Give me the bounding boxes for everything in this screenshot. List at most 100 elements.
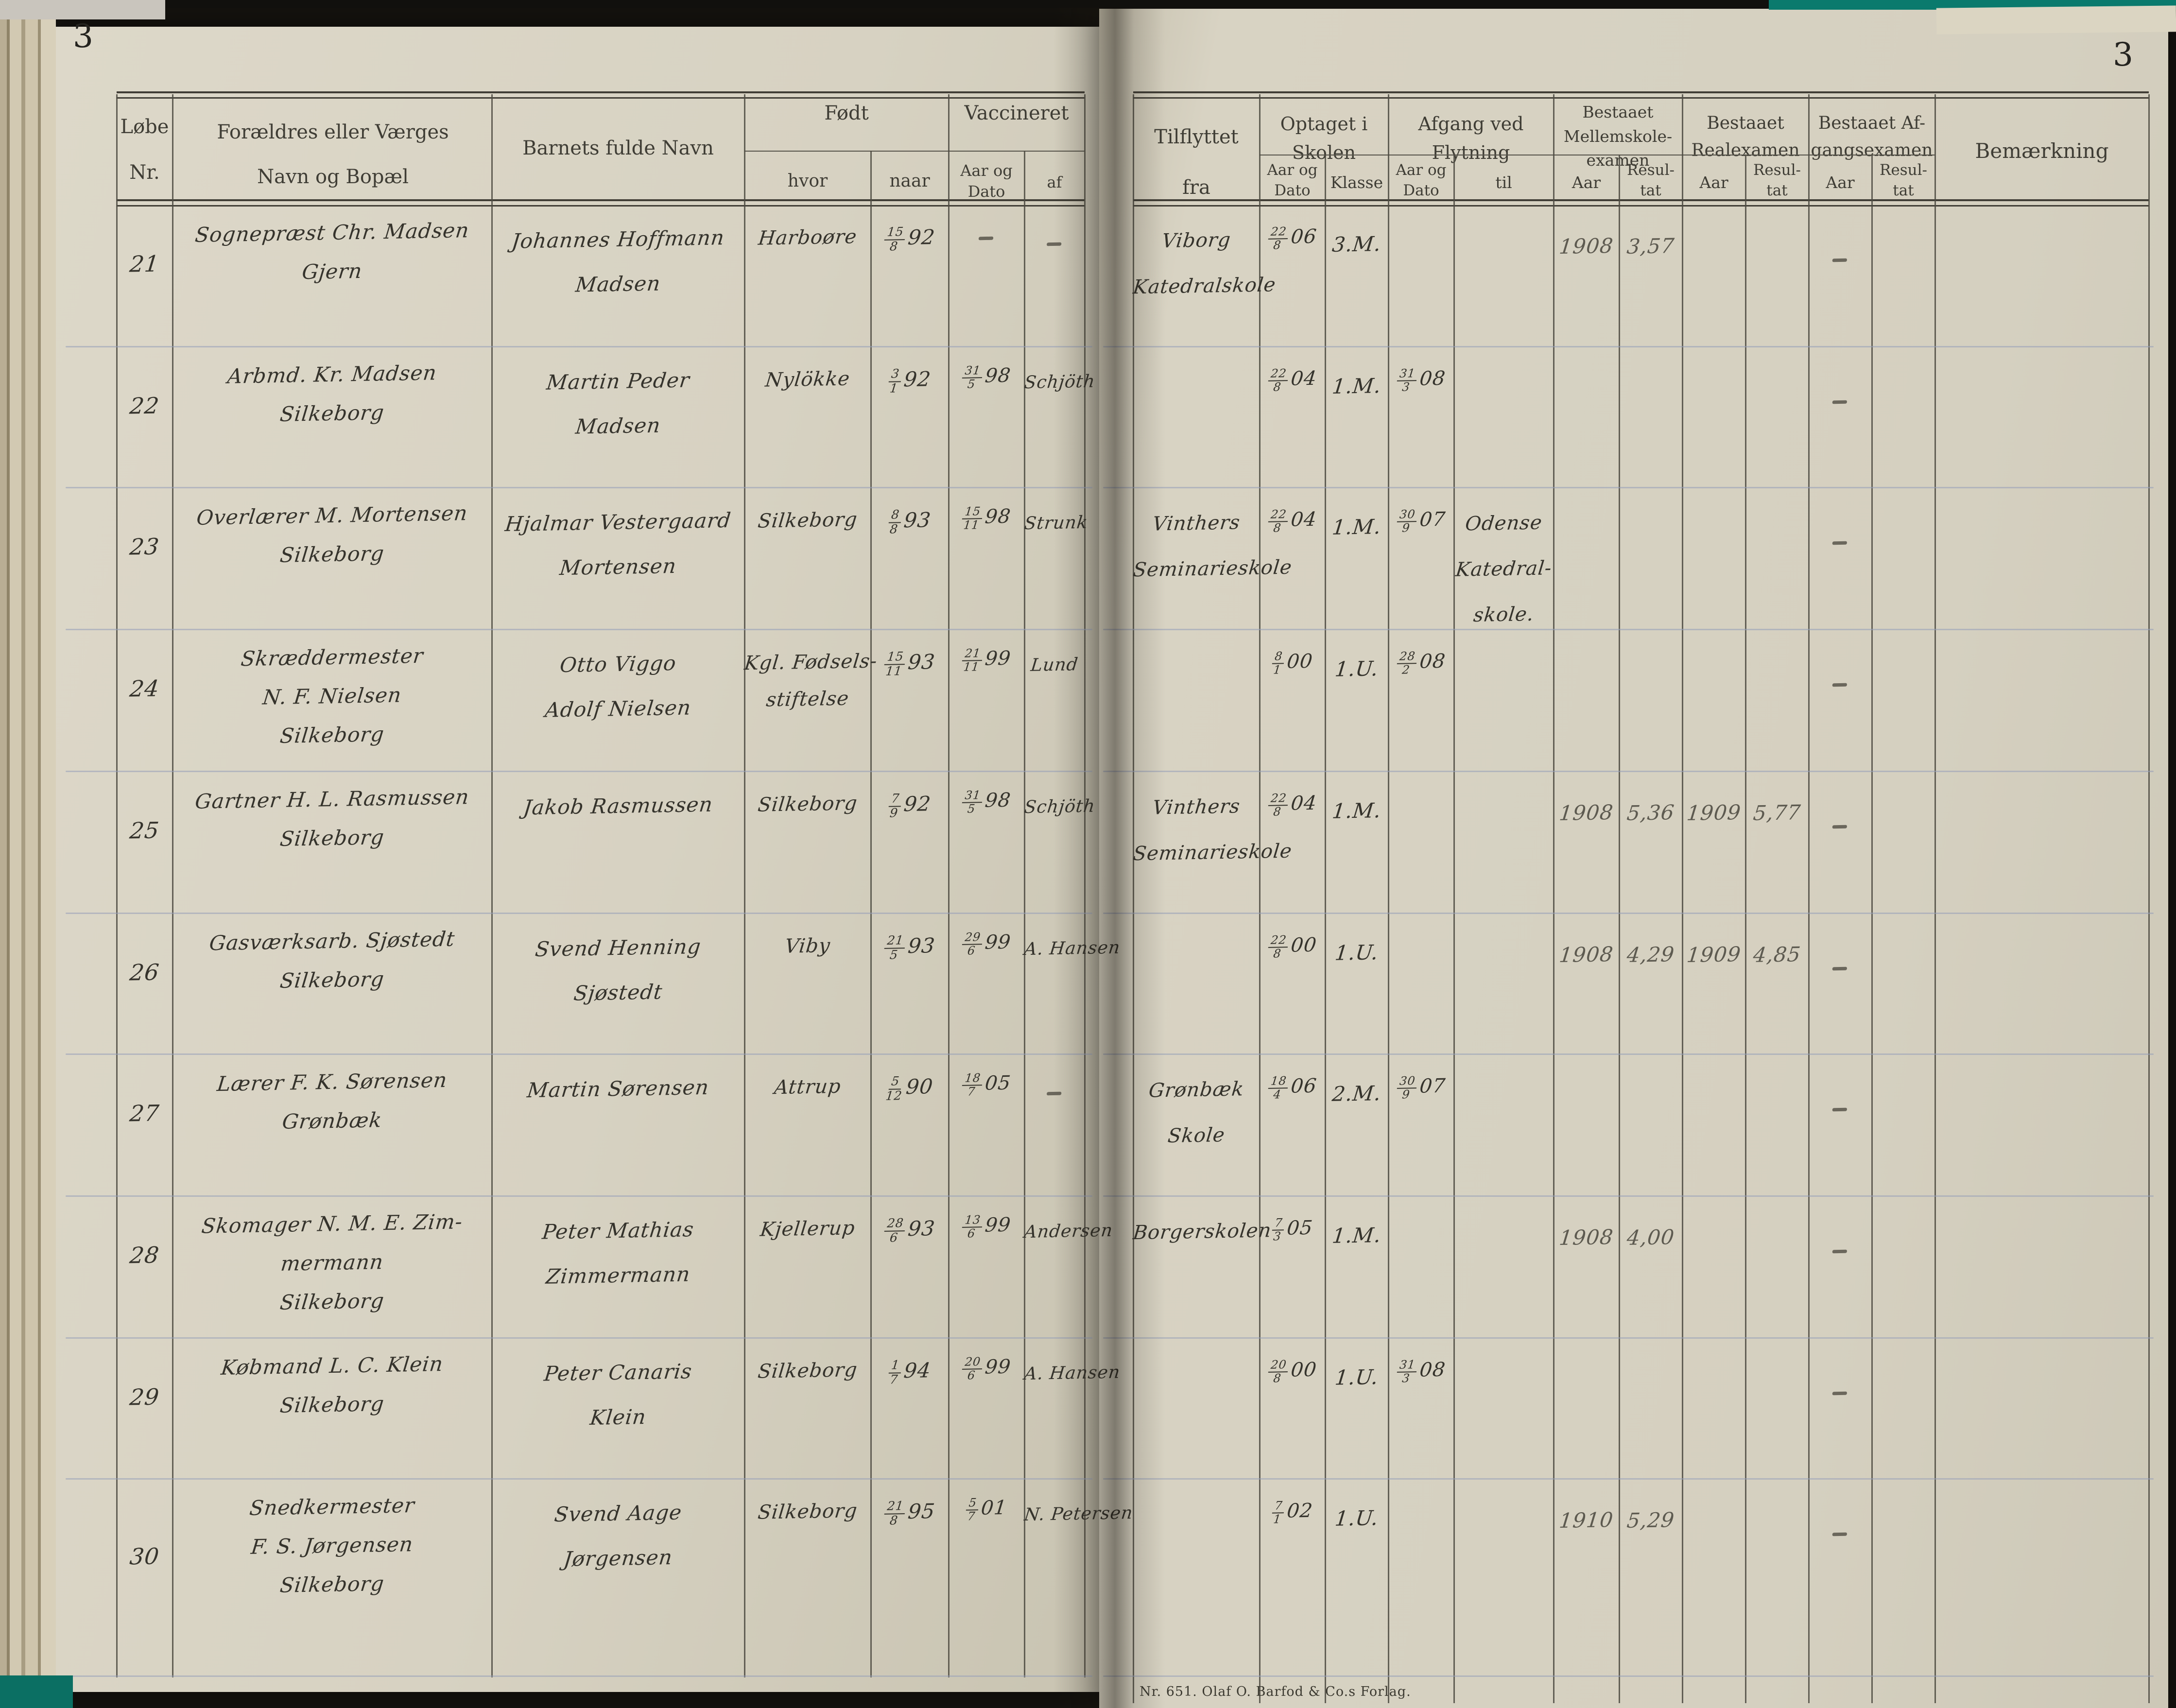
cell-admitted-date: 22 8 04 [1258, 791, 1327, 819]
cell-child-name: Sjøstedt [572, 980, 664, 1005]
cell-born-where: Attrup [773, 1075, 842, 1099]
header-re-result: Resul- tat [1753, 161, 1801, 199]
cell-vacc-date: 31 5 98 [947, 363, 1026, 391]
cell-departure-date: 28 2 08 [1387, 649, 1455, 677]
cell-ms-result: 5,29 [1625, 1508, 1676, 1533]
cell-departure-to: skole. [1472, 603, 1536, 627]
column-line [1871, 155, 1873, 1703]
book-cover-bottom-left [0, 1675, 73, 1708]
cell-born-when: 8 8 93 [888, 507, 933, 536]
cell-born-where: Silkeborg [757, 792, 859, 816]
cell-child-name: Zimmermann [545, 1262, 691, 1289]
dash-mark [1832, 1532, 1848, 1536]
cell-vacc-date: 5 7 01 [966, 1496, 1008, 1523]
cell-admitted-date: 22 8 00 [1258, 933, 1327, 961]
header-born: Født [824, 102, 869, 124]
row-rule [1103, 629, 2154, 630]
cell-admitted-class: 2.M. [1331, 1081, 1382, 1106]
header-born-where: hvor [787, 171, 828, 191]
cell-ms-year: 1908 [1558, 942, 1615, 967]
header-top-rule [117, 91, 1085, 99]
cell-lobe-nr: 28 [128, 1242, 161, 1269]
column-line [1619, 155, 1620, 1703]
header-bottom-rule [117, 199, 1085, 207]
cell-af-year [1807, 1517, 1873, 1541]
cell-born-where: Kjellerup [759, 1217, 856, 1241]
cell-born-where: Kgl. Fødsels- [743, 650, 879, 675]
cell-ms-result: 3,57 [1625, 234, 1676, 259]
cell-born-where: Silkeborg [757, 1359, 859, 1383]
cell-child-name: Otto Viggo [558, 651, 678, 677]
header-admitted-date: Aar og Dato [1267, 161, 1318, 199]
cell-ms-year: 1910 [1558, 1508, 1615, 1533]
printer-imprint: Nr. 651. Olaf O. Barfod & Co.s Forlag. [1140, 1684, 1411, 1699]
cell-born-when: 15 8 92 [869, 224, 950, 254]
top-black-strip [165, 0, 2176, 8]
header-ms-result: Resul- tat [1627, 161, 1675, 199]
header-child-name: Barnets fulde Navn [522, 137, 714, 159]
header-parents: Forældres eller Værges Navn og Bopæl [217, 121, 449, 188]
right-page-number: 3 [2113, 36, 2133, 73]
cell-re-result: 4,85 [1752, 942, 1802, 967]
page-gutter-shadow [1053, 0, 1165, 1708]
cell-ms-result: 5,36 [1625, 800, 1676, 825]
dash-mark [978, 236, 994, 241]
cell-re-year: 1909 [1685, 942, 1743, 967]
cell-ms-year: 1908 [1558, 1225, 1615, 1250]
cell-lobe-nr: 21 [128, 250, 161, 277]
header-born-when: naar [889, 171, 930, 191]
cell-admitted-date: 22 8 04 [1258, 507, 1327, 535]
cell-af-year [1807, 809, 1873, 834]
cell-departure-to: Katedral- [1454, 557, 1553, 581]
column-line [870, 151, 872, 1677]
row-rule [1103, 1053, 2154, 1055]
header-vacc-by: af [1024, 173, 1085, 191]
cell-born-when: 21 8 95 [869, 1499, 950, 1528]
cell-lobe-nr: 29 [128, 1383, 161, 1411]
header-vaccinated: Vaccineret [964, 102, 1069, 124]
column-line [1453, 155, 1455, 1703]
cell-departure-date: 31 3 08 [1387, 1358, 1455, 1385]
column-line [491, 94, 493, 1677]
header-af-year: Aar [1826, 173, 1855, 192]
row-rule [66, 1478, 1092, 1480]
cell-lobe-nr: 27 [128, 1100, 161, 1127]
header-remark: Bemærkning [1975, 139, 2109, 163]
column-line [116, 94, 118, 1677]
row-rule [66, 1195, 1092, 1197]
header-vacc-date: Aar og Dato [960, 161, 1013, 201]
dash-mark [1832, 258, 1848, 262]
cell-admitted-class: 1.U. [1333, 940, 1380, 965]
column-line [1553, 94, 1554, 1703]
row-rule [66, 1675, 1092, 1677]
cell-lobe-nr: 26 [128, 959, 161, 986]
left-page [56, 27, 1099, 1692]
header-lobe-nr: Løbe Nr. [120, 116, 169, 184]
column-line [1325, 155, 1326, 1703]
cell-ms-year: 1908 [1558, 800, 1615, 825]
header-ms-year: Aar [1572, 173, 1601, 192]
row-rule [66, 771, 1092, 772]
cell-departure-date: 30 9 07 [1387, 507, 1455, 535]
cell-lobe-nr: 22 [128, 392, 161, 419]
cell-vacc-date [947, 222, 1025, 246]
row-rule [1103, 1675, 2154, 1677]
header-departure-to: til [1495, 173, 1512, 192]
dash-mark [1832, 400, 1848, 404]
group-divider [949, 151, 1085, 152]
row-rule [66, 487, 1092, 488]
cell-child-name: Johannes Hoffmann [510, 225, 726, 253]
left-book-edge-pages [0, 19, 56, 1708]
cell-lobe-nr: 23 [128, 533, 161, 560]
column-line [1084, 94, 1086, 1677]
group-divider [744, 151, 949, 152]
row-rule [66, 1337, 1092, 1339]
cell-vacc-date: 20 6 99 [947, 1355, 1026, 1382]
column-line [172, 94, 173, 1677]
row-rule [1103, 346, 2154, 347]
cell-born-when: 3 1 92 [888, 366, 933, 396]
cell-child-name: Martin Sørensen [526, 1075, 710, 1103]
cell-child-name: Adolf Nielsen [544, 695, 692, 722]
cell-af-year [1807, 1376, 1873, 1400]
